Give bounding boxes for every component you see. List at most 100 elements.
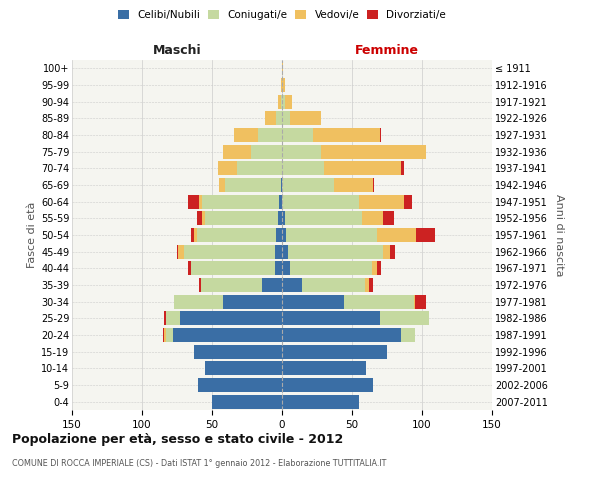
Bar [380,128,382,142]
Bar [202,194,279,209]
Bar [373,178,374,192]
Bar [282,394,359,409]
Bar [265,112,277,126]
Bar [377,261,382,276]
Bar [277,112,282,126]
Bar [194,344,282,359]
Bar [277,228,282,242]
Bar [164,328,166,342]
Bar [365,278,369,292]
Bar [282,361,366,376]
Bar [359,194,404,209]
Bar [177,244,178,259]
Bar [212,394,282,409]
Bar [188,261,191,276]
Bar [282,144,321,159]
Bar [191,261,275,276]
Bar [279,194,282,209]
Bar [164,311,166,326]
Bar [404,194,412,209]
Bar [235,128,258,142]
Bar [163,328,164,342]
Bar [369,278,373,292]
Bar [282,211,285,226]
Bar [390,244,395,259]
Bar [223,144,251,159]
Bar [197,228,277,242]
Bar [198,378,282,392]
Bar [282,228,286,242]
Bar [285,211,362,226]
Bar [281,94,282,109]
Bar [321,144,426,159]
Bar [202,211,205,226]
Bar [282,78,285,92]
Bar [371,261,377,276]
Bar [282,112,290,126]
Bar [191,228,194,242]
Bar [194,228,197,242]
Bar [201,278,262,292]
Bar [383,244,390,259]
Bar [174,294,223,308]
Bar [219,178,224,192]
Bar [282,194,359,209]
Bar [287,244,383,259]
Bar [281,78,282,92]
Bar [344,294,413,308]
Bar [334,178,373,192]
Bar [282,261,290,276]
Bar [180,311,282,326]
Bar [286,228,377,242]
Text: COMUNE DI ROCCA IMPERIALE (CS) - Dati ISTAT 1° gennaio 2012 - Elaborazione TUTTI: COMUNE DI ROCCA IMPERIALE (CS) - Dati IS… [12,459,386,468]
Bar [282,94,285,109]
Bar [290,112,321,126]
Bar [205,361,282,376]
Bar [184,244,275,259]
Bar [313,128,380,142]
Bar [224,178,281,192]
Bar [282,328,401,342]
Bar [282,128,313,142]
Bar [290,261,371,276]
Bar [166,311,180,326]
Text: Maschi: Maschi [152,44,202,57]
Bar [282,344,387,359]
Bar [275,244,282,259]
Bar [282,178,334,192]
Bar [383,211,394,226]
Bar [415,294,426,308]
Bar [278,94,281,109]
Bar [178,244,184,259]
Bar [377,228,416,242]
Bar [199,278,201,292]
Bar [251,144,282,159]
Bar [282,162,324,175]
Bar [218,162,237,175]
Bar [282,278,302,292]
Bar [197,211,202,226]
Bar [302,278,365,292]
Bar [282,311,380,326]
Bar [237,162,282,175]
Bar [262,278,282,292]
Bar [324,162,401,175]
Bar [281,178,282,192]
Bar [285,94,292,109]
Bar [362,211,383,226]
Bar [258,128,282,142]
Text: Popolazione per età, sesso e stato civile - 2012: Popolazione per età, sesso e stato civil… [12,432,343,446]
Bar [223,294,282,308]
Legend: Celibi/Nubili, Coniugati/e, Vedovi/e, Divorziati/e: Celibi/Nubili, Coniugati/e, Vedovi/e, Di… [118,10,446,20]
Bar [282,294,344,308]
Y-axis label: Fasce di età: Fasce di età [26,202,37,268]
Bar [416,228,434,242]
Bar [166,328,173,342]
Text: Femmine: Femmine [355,44,419,57]
Bar [282,378,373,392]
Y-axis label: Anni di nascita: Anni di nascita [554,194,565,276]
Bar [401,162,404,175]
Bar [282,244,287,259]
Bar [205,211,278,226]
Bar [199,194,202,209]
